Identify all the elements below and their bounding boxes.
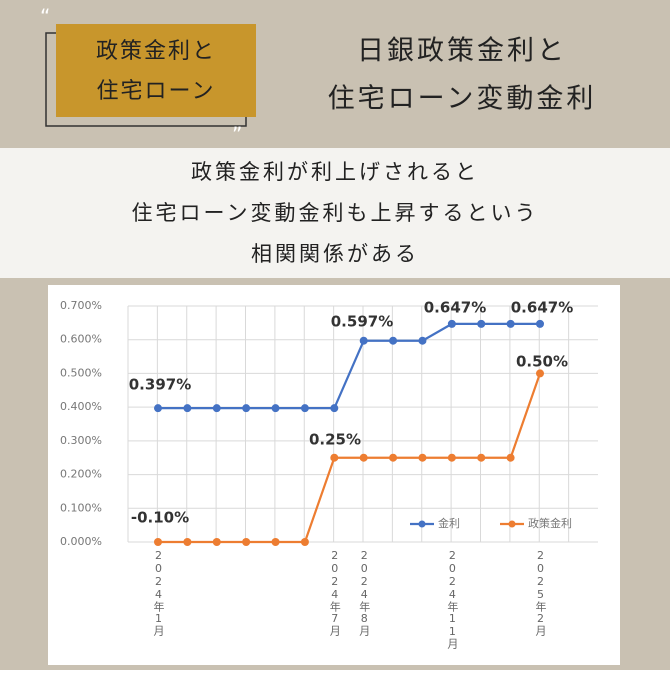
data-point <box>271 538 280 546</box>
legend-swatch <box>508 520 516 528</box>
data-label: 0.647% <box>511 299 573 317</box>
series-line <box>158 373 542 544</box>
data-point <box>183 538 192 546</box>
data-point <box>330 453 339 462</box>
intro-text: 相関関係がある <box>251 242 419 266</box>
data-point <box>447 453 456 462</box>
x-tick-label: 2024年1月 <box>152 549 165 636</box>
y-tick-label: 0.300% <box>60 434 102 447</box>
tag-text: 政策金利と <box>96 39 216 64</box>
data-point <box>154 404 162 413</box>
data-point <box>477 453 486 462</box>
data-label: 0.597% <box>331 313 393 331</box>
data-point <box>389 453 398 462</box>
data-point <box>330 404 339 413</box>
tag-box <box>56 24 256 117</box>
title: 日銀政策金利と <box>357 36 567 67</box>
data-point <box>389 336 398 345</box>
data-point <box>242 538 251 546</box>
data-point <box>477 319 486 328</box>
data-point <box>300 404 309 413</box>
data-label: 0.647% <box>424 299 486 317</box>
data-label: 0.50% <box>516 353 568 371</box>
title: 住宅ローン変動金利 <box>328 84 597 115</box>
data-point <box>212 538 221 546</box>
intro-band <box>0 148 670 278</box>
data-point <box>536 319 544 328</box>
quote-mark: “ <box>40 5 50 29</box>
data-point <box>300 538 309 546</box>
y-tick-label: 0.700% <box>60 299 102 312</box>
x-tick-label: 2025年2月 <box>534 549 547 636</box>
data-label: 0.397% <box>129 376 191 394</box>
data-point <box>359 336 368 345</box>
data-point <box>212 404 221 413</box>
y-tick-label: 0.600% <box>60 333 102 346</box>
data-label: -0.10% <box>131 509 189 527</box>
data-point <box>183 404 192 413</box>
series-line <box>158 322 540 410</box>
quote-mark: ” <box>232 123 242 147</box>
legend-label: 政策金利 <box>528 516 572 530</box>
data-point <box>242 404 251 413</box>
x-tick-label: 2024年8月 <box>358 549 371 636</box>
x-tick-label: 2024年7月 <box>328 549 341 636</box>
x-tick-label: 2024年11月 <box>446 549 459 649</box>
y-tick-label: 0.000% <box>60 535 102 548</box>
y-tick-label: 0.500% <box>60 366 102 379</box>
data-point <box>506 453 515 462</box>
intro-text: 政策金利が利上げされると <box>191 160 479 184</box>
data-point <box>154 538 162 546</box>
data-point <box>359 453 368 462</box>
data-point <box>271 404 280 413</box>
legend-label: 金利 <box>438 516 460 530</box>
tag-text: 住宅ローン <box>97 79 216 104</box>
data-point <box>536 369 544 378</box>
data-point <box>506 319 515 328</box>
y-tick-label: 0.200% <box>60 468 102 481</box>
data-point <box>418 453 427 462</box>
y-tick-label: 0.100% <box>60 501 102 514</box>
data-point <box>447 319 456 328</box>
data-point <box>418 336 427 345</box>
y-tick-label: 0.400% <box>60 400 102 413</box>
intro-text: 住宅ローン変動金利も上昇するという <box>132 201 539 225</box>
data-label: 0.25% <box>309 431 361 449</box>
legend-swatch <box>418 520 426 528</box>
